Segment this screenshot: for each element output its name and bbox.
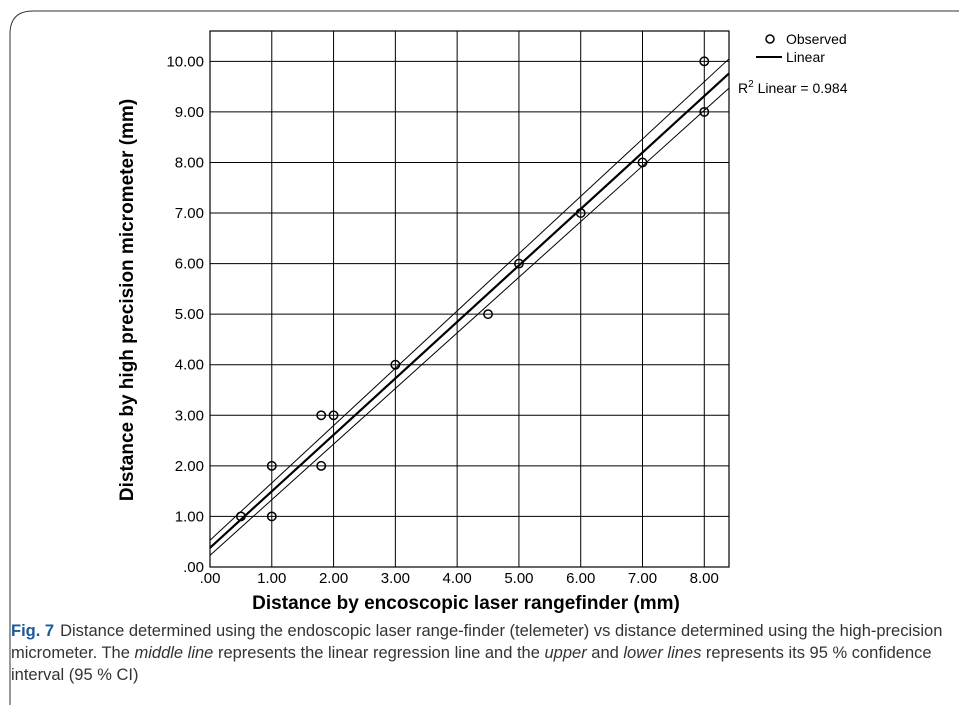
x-tick-label: 2.00 bbox=[319, 570, 348, 587]
data-point bbox=[390, 359, 401, 370]
data-point bbox=[328, 410, 339, 421]
legend: Observed Linear R2 Linear = 0.984 bbox=[738, 31, 848, 96]
data-point bbox=[235, 511, 246, 522]
data-point bbox=[266, 460, 277, 471]
data-point bbox=[483, 309, 493, 320]
caption-text-2: represents the linear regression line an… bbox=[213, 644, 545, 662]
data-point bbox=[699, 106, 710, 117]
caption-upper: upper bbox=[544, 644, 587, 662]
y-tick-label: 6.00 bbox=[175, 256, 204, 273]
data-point bbox=[316, 410, 327, 421]
data-point bbox=[513, 258, 524, 269]
x-axis-label: Distance by encoscopic laser rangefinder… bbox=[252, 593, 680, 614]
x-tick-labels: .00 1.00 2.00 3.00 4.00 5.00 6.00 7.00 8.00 bbox=[200, 570, 719, 587]
data-point bbox=[266, 511, 277, 522]
y-tick-label: 1.00 bbox=[175, 508, 204, 525]
confidence-interval-lines bbox=[209, 58, 730, 556]
legend-observed-label: Observed bbox=[786, 31, 847, 47]
r2-text: Linear = 0.984 bbox=[754, 80, 848, 96]
caption-text-1: Distance determined using the endoscopic… bbox=[11, 622, 943, 662]
ci-upper-line bbox=[209, 58, 730, 541]
r2-r: R bbox=[738, 80, 748, 96]
figure-label: Fig. 7 bbox=[11, 622, 55, 640]
x-tick-label: .00 bbox=[200, 570, 221, 587]
data-point bbox=[575, 208, 586, 218]
y-tick-label: 10.00 bbox=[166, 53, 204, 70]
y-tick-labels: .00 1.00 2.00 3.00 4.00 5.00 6.00 7.00 8.00 9.00 1… bbox=[166, 53, 204, 576]
x-tick-label: 7.00 bbox=[628, 570, 657, 587]
y-tick-label: 5.00 bbox=[175, 306, 204, 323]
caption-text-4: represents its 95 % confidence interval … bbox=[11, 644, 932, 684]
caption-lower-lines: lower lines bbox=[623, 644, 702, 662]
grid-lines bbox=[210, 31, 729, 567]
x-tick-label: 6.00 bbox=[566, 570, 595, 587]
x-tick-label: 8.00 bbox=[690, 570, 719, 587]
x-tick-label: 4.00 bbox=[443, 570, 472, 587]
y-tick-label: 7.00 bbox=[175, 205, 204, 222]
regression-line-group bbox=[209, 72, 730, 549]
observed-points bbox=[235, 56, 710, 522]
y-tick-label: 9.00 bbox=[175, 104, 204, 121]
data-point bbox=[699, 56, 710, 67]
caption-text-3: and bbox=[586, 644, 624, 662]
figure-caption: Fig. 7 Distance determined using the endo… bbox=[11, 620, 946, 686]
y-axis-label: Distance by high precision micrometer (m… bbox=[117, 99, 138, 501]
legend-linear-label: Linear bbox=[786, 49, 825, 65]
scatter-chart: .00 1.00 2.00 3.00 4.00 5.00 6.00 7.00 8.00 .00 1… bbox=[117, 30, 848, 614]
r-squared-annotation: R2 Linear = 0.984 bbox=[738, 79, 848, 96]
caption-middle-line: middle line bbox=[134, 644, 214, 662]
legend-observed-marker bbox=[765, 34, 775, 44]
data-point bbox=[637, 157, 648, 168]
r2-sup: 2 bbox=[748, 79, 754, 90]
regression-line bbox=[209, 72, 730, 549]
plot-area-border bbox=[209, 30, 730, 568]
y-tick-label: 8.00 bbox=[175, 154, 204, 171]
y-tick-label: .00 bbox=[183, 559, 204, 576]
data-point bbox=[316, 460, 327, 471]
x-tick-label: 5.00 bbox=[504, 570, 533, 587]
x-tick-label: 1.00 bbox=[257, 570, 286, 587]
x-tick-label: 3.00 bbox=[381, 570, 410, 587]
y-tick-label: 2.00 bbox=[175, 458, 204, 475]
ci-lower-line bbox=[209, 87, 730, 556]
y-tick-label: 3.00 bbox=[175, 407, 204, 424]
y-tick-label: 4.00 bbox=[175, 357, 204, 374]
